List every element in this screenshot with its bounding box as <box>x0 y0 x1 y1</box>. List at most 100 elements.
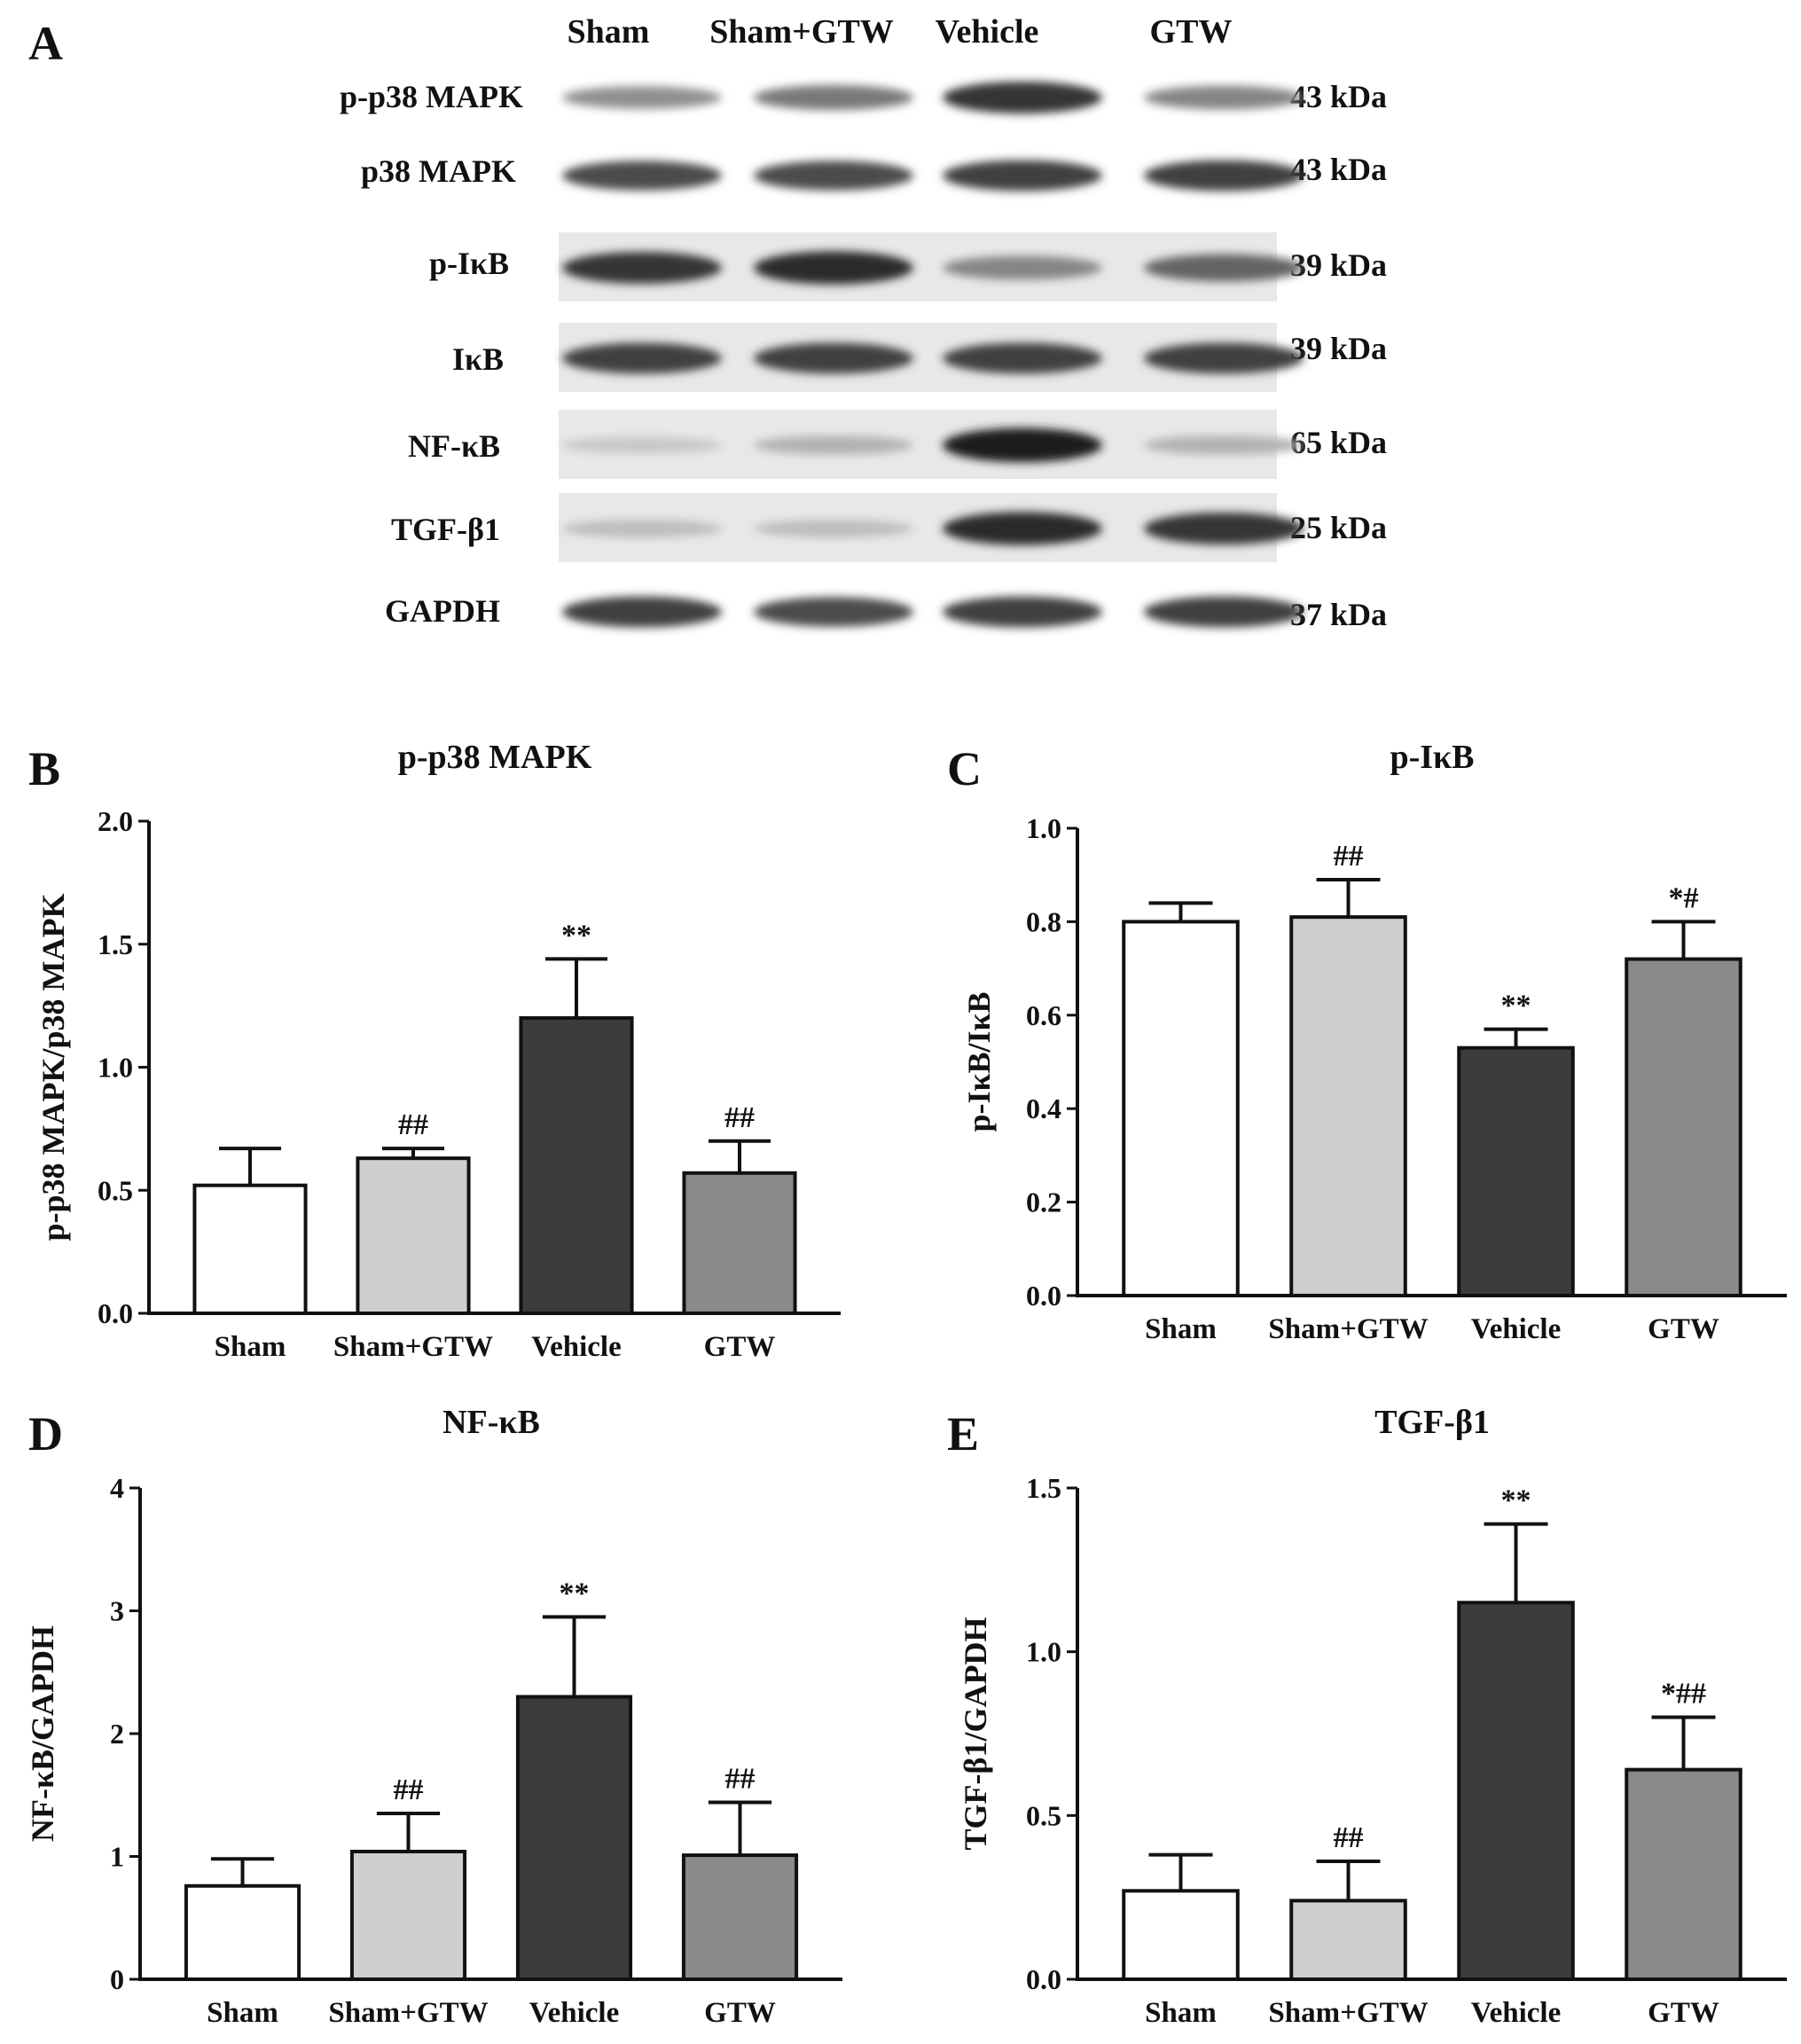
bar-sham-gtw <box>349 1849 467 1981</box>
chart-c-svg: p-IκB p-IκB/IκB 0.0 0.2 0.4 0.6 0.8 1.0 Sham ## Sh… <box>961 739 1787 1345</box>
panel-letter-a: A <box>28 17 63 70</box>
blot-band <box>562 596 722 628</box>
x-tick-label: Vehicle <box>1471 1997 1561 2029</box>
blot-band <box>562 342 722 374</box>
significance-label: ## <box>394 1774 424 1806</box>
x-tick-label: Sham <box>1145 1997 1217 2029</box>
x-tick-label: Sham+GTW <box>1268 1997 1428 2029</box>
significance-label: ## <box>724 1101 755 1134</box>
x-tick-label: Sham <box>215 1331 286 1363</box>
bar-gtw <box>682 1171 797 1316</box>
significance-label: ## <box>1334 1821 1364 1854</box>
chart-title: p-p38 MAPK <box>398 739 592 776</box>
y-tick-label: 4 <box>110 1472 124 1504</box>
chart-title: p-IκB <box>1390 739 1474 776</box>
chart-d-svg: NF-κB NF-κB/GAPDH 0 1 2 3 4 Sham ## Sham+GTW ** Veh… <box>25 1404 842 2029</box>
blot-band <box>562 86 722 109</box>
kda-label-tgf-b1: 25 kDa <box>1290 510 1388 545</box>
protein-label-p38: p38 MAPK <box>361 153 516 189</box>
y-tick-label: 0.2 <box>1026 1186 1061 1218</box>
x-tick-label: Sham <box>207 1997 278 2029</box>
chart-title: NF-κB <box>442 1404 540 1441</box>
x-tick-label: GTW <box>704 1331 776 1363</box>
chart-e-tgf-b1: TGF-β1 TGF-β1/GAPDH 0.0 0.5 1.0 1.5 Sham ## Sham… <box>913 1401 1800 2040</box>
blot-band <box>754 519 913 538</box>
blot-band <box>754 84 913 111</box>
y-tick-label: 0.0 <box>1026 1963 1061 1995</box>
lane-header-sham-gtw: Sham+GTW <box>709 13 894 51</box>
kda-label-gapdh: 37 kDa <box>1290 597 1388 632</box>
chart-d-nf-kb: NF-κB NF-κB/GAPDH 0 1 2 3 4 Sham ## Sham+GTW ** Veh… <box>0 1401 896 2040</box>
bar-sham <box>184 1883 301 1981</box>
y-axis-label: TGF-β1/GAPDH <box>958 1617 993 1851</box>
panel-letter-d: D <box>28 1407 63 1461</box>
bar-gtw <box>1625 1767 1742 1982</box>
y-tick-label: 1.0 <box>1026 1636 1061 1668</box>
blot-band <box>1144 435 1304 455</box>
significance-label: ## <box>398 1108 428 1141</box>
significance-label: *## <box>1661 1678 1706 1711</box>
blot-band <box>754 251 913 285</box>
bar-sham <box>192 1183 308 1316</box>
y-tick-label: 1 <box>110 1841 124 1873</box>
blot-band <box>562 161 722 191</box>
chart-b-p-p38: p-p38 MAPK p-p38 MAPK/p38 MAPK 0.0 0.5 1.0 1.… <box>0 736 896 1392</box>
y-tick-label: 1.5 <box>98 928 133 960</box>
y-tick-label: 0.6 <box>1026 999 1061 1031</box>
y-tick-label: 3 <box>110 1595 124 1627</box>
protein-label-nf-kb: NF-κB <box>408 428 500 464</box>
bar-sham-gtw <box>1289 1899 1407 1981</box>
y-tick-label: 2 <box>110 1718 124 1750</box>
blot-band <box>754 161 913 191</box>
y-axis-label: NF-κB/GAPDH <box>25 1625 60 1842</box>
blot-band <box>754 597 913 627</box>
significance-label: ## <box>1334 840 1364 873</box>
x-tick-label: Sham <box>1145 1313 1217 1345</box>
x-tick-label: Sham+GTW <box>333 1331 493 1363</box>
y-axis-label: p-p38 MAPK/p38 MAPK <box>35 894 71 1241</box>
kda-label-p-p38: 43 kDa <box>1290 79 1388 114</box>
x-tick-label: Sham+GTW <box>1268 1313 1428 1345</box>
significance-label: ** <box>560 1577 590 1609</box>
chart-c-p-ikb: p-IκB p-IκB/IκB 0.0 0.2 0.4 0.6 0.8 1.0 Sham ## Sh… <box>913 736 1800 1392</box>
kda-label-nf-kb: 65 kDa <box>1290 425 1388 460</box>
blot-band <box>1144 160 1304 192</box>
y-tick-label: 1.5 <box>1026 1472 1061 1504</box>
bar-vehicle <box>1457 1601 1575 1981</box>
lane-header-vehicle: Vehicle <box>935 13 1039 51</box>
y-tick-label: 0 <box>110 1963 124 1995</box>
blot-band <box>754 342 913 374</box>
significance-label: *# <box>1669 881 1699 914</box>
blot-band <box>1144 596 1304 628</box>
x-tick-label: GTW <box>1648 1313 1719 1345</box>
kda-label-ikb: 39 kDa <box>1290 331 1388 366</box>
protein-label-gapdh: GAPDH <box>385 593 500 629</box>
bar-vehicle <box>519 1016 634 1315</box>
bar-sham-gtw <box>356 1156 471 1315</box>
protein-label-p-ikb: p-IκB <box>428 246 509 281</box>
y-tick-label: 0.4 <box>1026 1092 1061 1124</box>
bar-sham-gtw <box>1289 915 1407 1297</box>
blot-band <box>943 81 1102 114</box>
panel-letter-c: C <box>947 742 982 795</box>
bar-sham <box>1122 920 1240 1297</box>
significance-label: ** <box>1501 1484 1531 1517</box>
x-tick-label: GTW <box>1648 1997 1719 2029</box>
protein-label-p-p38: p-p38 MAPK <box>340 79 523 114</box>
x-tick-label: Vehicle <box>1471 1313 1561 1345</box>
chart-title: TGF-β1 <box>1374 1404 1490 1441</box>
significance-label: ## <box>725 1763 756 1796</box>
y-tick-label: 1.0 <box>98 1052 133 1084</box>
protein-label-ikb: IκB <box>451 341 504 377</box>
y-axis-label: p-IκB/IκB <box>961 991 997 1132</box>
y-tick-label: 0.5 <box>98 1174 133 1206</box>
blot-band <box>562 436 722 454</box>
chart-e-svg: TGF-β1 TGF-β1/GAPDH 0.0 0.5 1.0 1.5 Sham ## Sham… <box>958 1404 1787 2029</box>
bar-sham <box>1122 1889 1240 1982</box>
kda-label-p38: 43 kDa <box>1290 152 1388 187</box>
lane-header-sham: Sham <box>567 13 650 51</box>
x-tick-label: Vehicle <box>529 1997 619 2029</box>
y-tick-label: 0.0 <box>1026 1280 1061 1312</box>
significance-label: ** <box>1501 990 1531 1022</box>
